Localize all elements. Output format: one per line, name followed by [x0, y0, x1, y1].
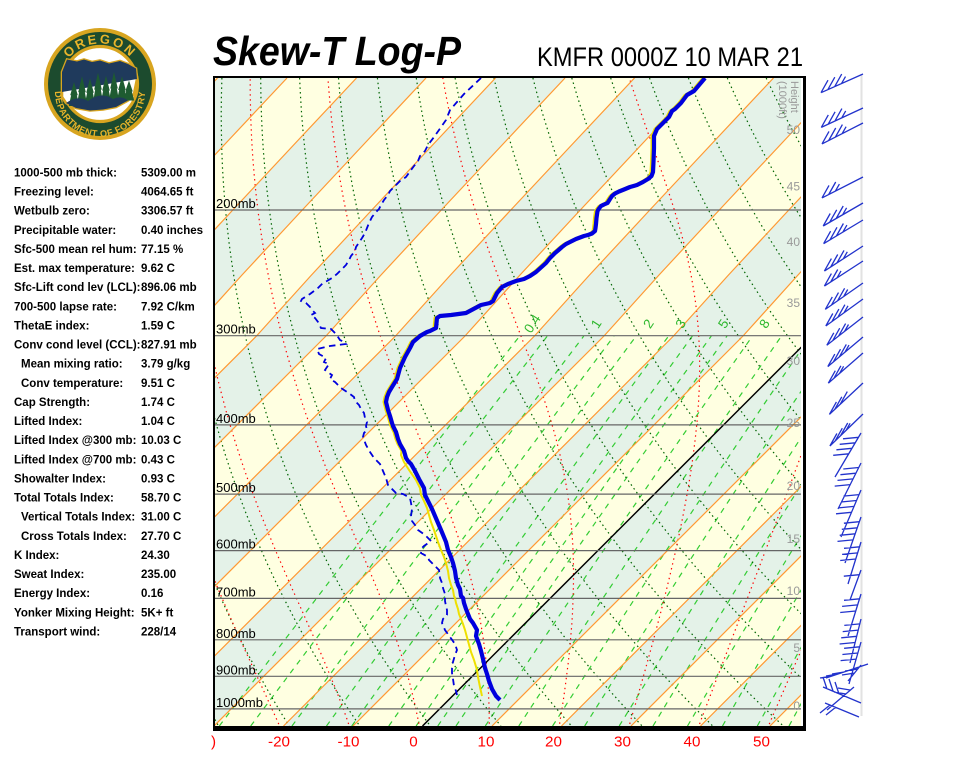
svg-text:KMFR 0000Z 10 MAR 21: KMFR 0000Z 10 MAR 21	[537, 42, 803, 72]
svg-text:5309.00 m: 5309.00 m	[141, 168, 196, 180]
svg-text:50: 50	[753, 734, 770, 751]
svg-text:0: 0	[409, 734, 417, 751]
svg-text:Cross Totals Index:: Cross Totals Index:	[21, 531, 127, 543]
svg-text:400mb: 400mb	[216, 411, 256, 426]
svg-text:900mb: 900mb	[216, 662, 256, 677]
svg-text:10: 10	[478, 734, 495, 751]
svg-text:Est. max temperature:: Est. max temperature:	[14, 263, 135, 275]
svg-text:31.00 C: 31.00 C	[141, 512, 181, 524]
svg-text:Precipitable water:: Precipitable water:	[14, 225, 116, 237]
svg-text:ThetaE index:: ThetaE index:	[14, 321, 89, 333]
svg-text:700-500 lapse rate:: 700-500 lapse rate:	[14, 301, 117, 313]
svg-text:1000mb: 1000mb	[216, 695, 263, 710]
svg-text:50: 50	[787, 123, 801, 137]
svg-text:4064.65 ft: 4064.65 ft	[141, 187, 194, 199]
svg-text:25: 25	[787, 416, 801, 430]
svg-text:Skew-T Log-P: Skew-T Log-P	[213, 28, 462, 74]
svg-text:35: 35	[787, 296, 801, 310]
svg-text:Sfc-Lift cond lev (LCL):: Sfc-Lift cond lev (LCL):	[14, 282, 141, 294]
svg-text:1.04 C: 1.04 C	[141, 416, 175, 428]
svg-text:3.79 g/kg: 3.79 g/kg	[141, 359, 190, 371]
svg-text:Lifted Index:: Lifted Index:	[14, 416, 82, 428]
svg-text:Conv cond level (CCL):: Conv cond level (CCL):	[14, 340, 141, 352]
svg-text:24.30: 24.30	[141, 550, 170, 562]
svg-text:Conv temperature:: Conv temperature:	[21, 378, 123, 390]
svg-text:700mb: 700mb	[216, 584, 256, 599]
svg-text:7.92 C/km: 7.92 C/km	[141, 301, 195, 313]
svg-text:Freezing level:: Freezing level:	[14, 187, 94, 199]
svg-text:Mean mixing ratio:: Mean mixing ratio:	[21, 359, 123, 371]
svg-text:Wetbulb zero:: Wetbulb zero:	[14, 206, 90, 218]
svg-text:9.62 C: 9.62 C	[141, 263, 175, 275]
svg-text:200mb: 200mb	[216, 196, 256, 211]
svg-text:500mb: 500mb	[216, 480, 256, 495]
svg-text:): )	[211, 734, 216, 751]
svg-text:0.40 inches: 0.40 inches	[141, 225, 203, 237]
svg-text:0.16: 0.16	[141, 588, 163, 600]
svg-text:0.93 C: 0.93 C	[141, 473, 175, 485]
svg-text:58.70 C: 58.70 C	[141, 493, 181, 505]
svg-text:15: 15	[787, 532, 801, 546]
svg-text:77.15 %: 77.15 %	[141, 244, 183, 256]
svg-text:800mb: 800mb	[216, 626, 256, 641]
svg-text:Showalter Index:: Showalter Index:	[14, 473, 106, 485]
svg-text:3306.57 ft: 3306.57 ft	[141, 206, 194, 218]
svg-text:-10: -10	[338, 734, 360, 751]
svg-text:Transport wind:: Transport wind:	[14, 626, 100, 638]
svg-text:Lifted Index @300 mb:: Lifted Index @300 mb:	[14, 435, 136, 447]
svg-text:Sfc-500 mean rel hum:: Sfc-500 mean rel hum:	[14, 244, 137, 256]
svg-text:Sweat Index:: Sweat Index:	[14, 569, 84, 581]
svg-text:20: 20	[545, 734, 562, 751]
svg-text:235.00: 235.00	[141, 569, 176, 581]
svg-text:827.91 mb: 827.91 mb	[141, 340, 197, 352]
svg-text:10: 10	[787, 584, 801, 598]
svg-text:30: 30	[614, 734, 631, 751]
svg-text:Total Totals Index:: Total Totals Index:	[14, 493, 114, 505]
svg-text:27.70 C: 27.70 C	[141, 531, 181, 543]
svg-text:30: 30	[787, 354, 801, 368]
svg-text:20: 20	[787, 479, 801, 493]
svg-text:5K+ ft: 5K+ ft	[141, 607, 173, 619]
svg-text:0.43 C: 0.43 C	[141, 454, 175, 466]
svg-text:5: 5	[793, 641, 800, 655]
svg-text:-20: -20	[268, 734, 290, 751]
svg-text:600mb: 600mb	[216, 537, 256, 552]
svg-text:Energy Index:: Energy Index:	[14, 588, 90, 600]
svg-text:Lifted Index @700 mb:: Lifted Index @700 mb:	[14, 454, 136, 466]
svg-text:Yonker Mixing Height:: Yonker Mixing Height:	[14, 607, 135, 619]
svg-text:40: 40	[684, 734, 701, 751]
svg-text:300mb: 300mb	[216, 322, 256, 337]
svg-text:10.03 C: 10.03 C	[141, 435, 181, 447]
svg-text:0: 0	[793, 699, 800, 713]
svg-text:1.59 C: 1.59 C	[141, 321, 175, 333]
svg-text:1.74 C: 1.74 C	[141, 397, 175, 409]
svg-text:K Index:: K Index:	[14, 550, 59, 562]
svg-text:896.06 mb: 896.06 mb	[141, 282, 197, 294]
svg-text:Cap Strength:: Cap Strength:	[14, 397, 90, 409]
svg-text:40: 40	[787, 235, 801, 249]
svg-text:1000-500 mb thick:: 1000-500 mb thick:	[14, 168, 117, 180]
svg-text:9.51 C: 9.51 C	[141, 378, 175, 390]
svg-text:(1000ft): (1000ft)	[776, 81, 788, 119]
svg-text:228/14: 228/14	[141, 626, 177, 638]
svg-text:Vertical Totals Index:: Vertical Totals Index:	[21, 512, 135, 524]
svg-text:45: 45	[787, 180, 801, 194]
svg-text:Height: Height	[788, 81, 800, 113]
